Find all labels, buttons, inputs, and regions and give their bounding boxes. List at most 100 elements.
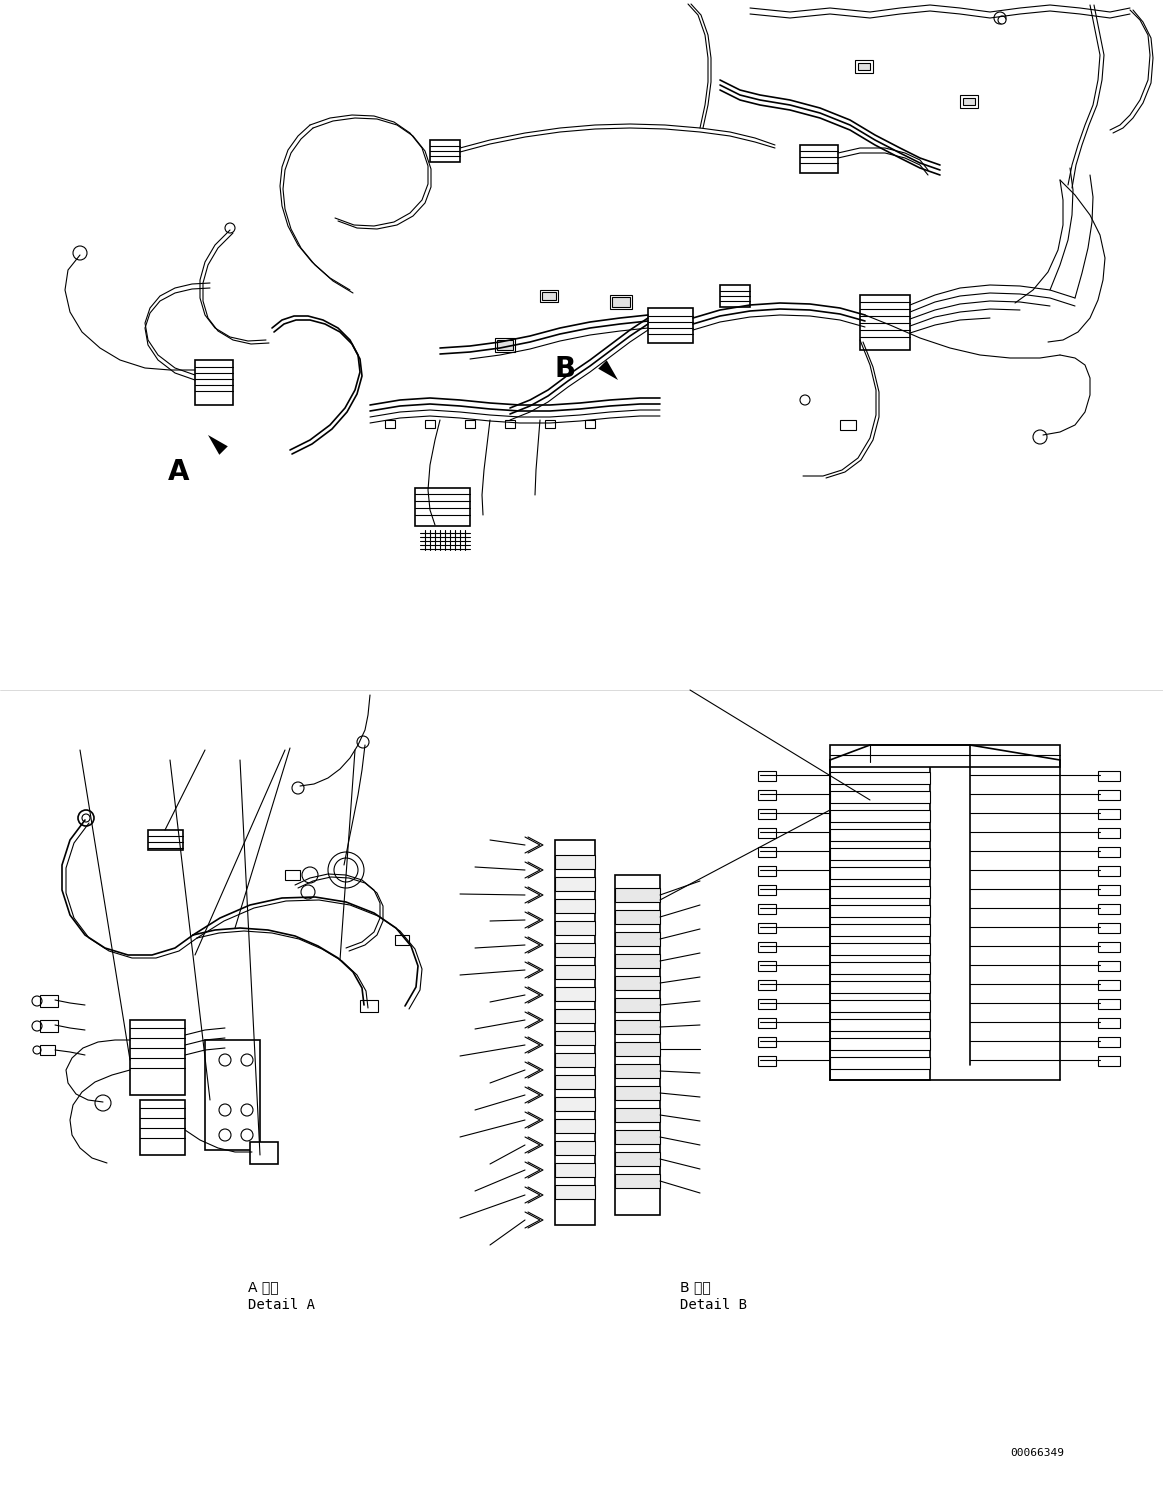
Text: A: A [167, 458, 190, 487]
Bar [830, 885, 930, 897]
Bar [555, 1054, 595, 1067]
Bar [40, 1045, 55, 1055]
Circle shape [328, 853, 364, 888]
Bar [1098, 1056, 1120, 1065]
Bar [758, 847, 776, 857]
Bar [555, 876, 595, 891]
Circle shape [219, 1104, 231, 1116]
Bar [148, 830, 183, 850]
Bar [555, 943, 595, 957]
Circle shape [78, 809, 94, 826]
Bar [830, 963, 930, 975]
Bar [555, 921, 595, 934]
Bar [1098, 771, 1120, 781]
Bar [40, 995, 58, 1007]
Bar [555, 1119, 595, 1132]
Circle shape [219, 1054, 231, 1065]
Circle shape [998, 16, 1006, 24]
Bar [758, 1056, 776, 1065]
Circle shape [241, 1129, 254, 1141]
Bar [830, 943, 930, 955]
Bar [758, 790, 776, 801]
Bar [830, 905, 930, 917]
Bar [555, 841, 595, 1225]
Bar [648, 308, 693, 344]
Circle shape [241, 1054, 254, 1065]
Bar [1098, 1037, 1120, 1048]
Bar [758, 981, 776, 990]
Bar [555, 1164, 595, 1177]
Bar [130, 1019, 185, 1095]
Text: B: B [555, 356, 576, 382]
Bar [505, 420, 515, 429]
Bar [758, 866, 776, 876]
Bar [395, 934, 409, 945]
Bar [465, 420, 475, 429]
Bar [615, 1042, 659, 1056]
Bar [840, 420, 856, 430]
Bar [612, 298, 630, 307]
Bar [424, 420, 435, 429]
Bar [830, 829, 930, 841]
Bar [758, 961, 776, 972]
Circle shape [334, 859, 358, 882]
Bar [495, 338, 515, 353]
Bar [830, 1056, 930, 1068]
Text: A 詳細: A 詳細 [248, 1280, 279, 1295]
Bar [758, 771, 776, 781]
Bar [615, 954, 659, 969]
Polygon shape [598, 360, 618, 379]
Bar [615, 1129, 659, 1144]
Bar [385, 420, 395, 429]
Bar [830, 772, 930, 784]
Bar [615, 1064, 659, 1077]
Bar [1098, 809, 1120, 818]
Bar [555, 1184, 595, 1199]
Bar [1098, 847, 1120, 857]
Bar [830, 924, 930, 936]
Bar [800, 144, 839, 173]
Bar [615, 998, 659, 1012]
Circle shape [241, 1104, 254, 1116]
Bar [830, 745, 1059, 766]
Bar [205, 1040, 261, 1150]
Bar [1098, 961, 1120, 972]
Text: Detail B: Detail B [680, 1298, 747, 1312]
Bar [615, 888, 659, 902]
Bar [830, 1000, 930, 1012]
Bar [585, 420, 595, 429]
Bar [615, 875, 659, 1216]
Bar [758, 827, 776, 838]
Bar [555, 1097, 595, 1112]
Bar [830, 792, 930, 804]
Bar [1098, 923, 1120, 933]
Bar [250, 1141, 278, 1164]
Bar [615, 911, 659, 924]
Bar [830, 760, 930, 1080]
Bar [758, 1037, 776, 1048]
Bar [830, 809, 930, 821]
Bar [555, 1074, 595, 1089]
Bar [830, 848, 930, 860]
Bar [758, 885, 776, 894]
Bar [555, 966, 595, 979]
Bar [758, 809, 776, 818]
Bar [855, 60, 873, 73]
Bar [1098, 1018, 1120, 1028]
Bar [40, 1019, 58, 1033]
Bar [1098, 790, 1120, 801]
Bar [555, 1141, 595, 1155]
Bar [555, 856, 595, 869]
Bar [615, 1086, 659, 1100]
Bar [430, 140, 461, 162]
Text: B 詳細: B 詳細 [680, 1280, 711, 1295]
Bar [858, 62, 870, 70]
Bar [540, 290, 558, 302]
Bar [1098, 942, 1120, 952]
Bar [963, 98, 975, 106]
Bar [285, 870, 300, 879]
Bar [615, 1019, 659, 1034]
Bar [1098, 866, 1120, 876]
Bar [555, 1009, 595, 1024]
Circle shape [83, 814, 90, 821]
